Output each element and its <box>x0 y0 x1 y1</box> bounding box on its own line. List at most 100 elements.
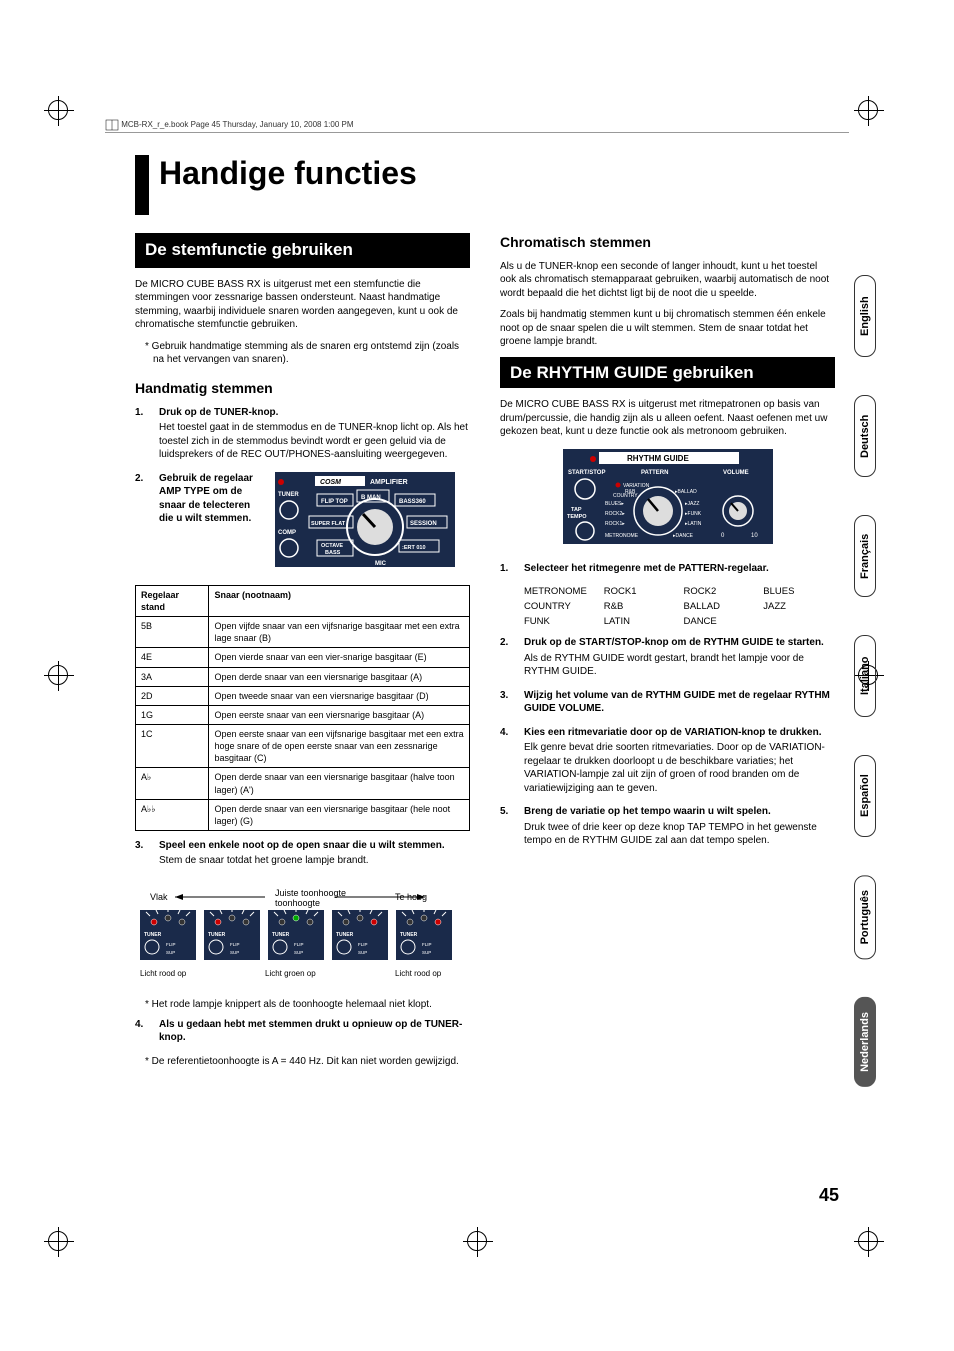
step-num: 2. <box>500 636 508 650</box>
amp-diagram: COSM AMPLIFIER TUNER COMP FLIP TOP B MAN <box>275 472 455 567</box>
svg-text:FLIP: FLIP <box>230 942 240 947</box>
cell-pos: 2D <box>136 686 209 705</box>
svg-text:R&B: R&B <box>625 489 636 495</box>
svg-text:SUP: SUP <box>166 950 175 955</box>
svg-text:VOLUME: VOLUME <box>723 470 749 476</box>
chrom-p2: Zoals bij handmatig stemmen kunt u bij c… <box>500 308 835 349</box>
svg-text:OCTAVE: OCTAVE <box>321 543 343 549</box>
step-head: Speel een enkele noot op de open snaar d… <box>159 839 470 853</box>
cell-desc: Open tweede snaar van een viersnarige ba… <box>209 686 470 705</box>
svg-text:TUNER: TUNER <box>208 932 226 938</box>
rhythm-diagram: RHYTHM GUIDE START/STOP PATTERN VOLUME T… <box>500 449 835 549</box>
step-body: Elk genre bevat drie soorten ritmevariat… <box>524 741 835 795</box>
language-tab[interactable]: Français <box>854 515 876 597</box>
svg-text:SESSION: SESSION <box>410 521 437 527</box>
svg-text:ROCK2▸: ROCK2▸ <box>605 511 625 517</box>
cell-desc: Open eerste snaar van een vijfsnarige ba… <box>209 724 470 767</box>
step-body: Het toestel gaat in de stemmodus en de T… <box>159 421 470 462</box>
table-row: A♭♭Open derde snaar van een viersnarige … <box>136 799 470 830</box>
crop-mark-icon <box>858 100 878 120</box>
language-tab[interactable]: Español <box>854 755 876 837</box>
svg-text:TUNER: TUNER <box>400 932 418 938</box>
language-tab[interactable]: English <box>854 275 876 357</box>
language-tab[interactable]: Deutsch <box>854 395 876 477</box>
cell-desc: Open derde snaar van een viersnarige bas… <box>209 768 470 799</box>
language-tab[interactable]: Português <box>854 875 876 959</box>
left-column: De stemfunctie gebruiken De MICRO CUBE B… <box>135 233 470 1074</box>
svg-text:TUNER: TUNER <box>272 932 290 938</box>
svg-text:COMP: COMP <box>278 530 296 536</box>
step-head: Wijzig het volume van de RYTHM GUIDE met… <box>524 689 835 716</box>
chrom-p1: Als u de TUNER-knop een seconde of lange… <box>500 260 835 301</box>
svg-text:SUP: SUP <box>358 950 367 955</box>
svg-text:START/STOP: START/STOP <box>568 470 605 476</box>
step-1: 1. Druk op de TUNER-knop. Het toestel ga… <box>135 406 470 462</box>
svg-text:SUPER FLAT: SUPER FLAT <box>311 521 346 527</box>
step-head: Als u gedaan hebt met stemmen drukt u op… <box>159 1018 470 1045</box>
print-header: MCB-RX_r_e.book Page 45 Thursday, Januar… <box>105 118 849 133</box>
table-row: 2DOpen tweede snaar van een viersnarige … <box>136 686 470 705</box>
svg-text:RHYTHM GUIDE: RHYTHM GUIDE <box>627 454 689 463</box>
cell-pos: 3A <box>136 667 209 686</box>
step-body: Als de RYTHM GUIDE wordt gestart, brandt… <box>524 652 835 679</box>
pattern-item: ROCK2 <box>684 586 756 599</box>
pattern-item: DANCE <box>684 616 756 629</box>
pattern-item <box>763 616 835 629</box>
list-item: 3. Wijzig het volume van de RYTHM GUIDE … <box>500 689 835 716</box>
svg-text:TUNER: TUNER <box>336 932 354 938</box>
svg-text:Licht rood op: Licht rood op <box>395 969 442 978</box>
cell-pos: 1C <box>136 724 209 767</box>
pattern-item: BALLAD <box>684 601 756 614</box>
tuning-diagram: Vlak Juiste toonhoogte toonhoogte Te hoo… <box>135 888 455 978</box>
list-item: 2. Druk op de START/STOP-knop om de RYTH… <box>500 636 835 679</box>
manual-steps-3: 4. Als u gedaan hebt met stemmen drukt u… <box>135 1018 470 1045</box>
language-tab[interactable]: Italiano <box>854 635 876 717</box>
svg-text:B MAN: B MAN <box>361 495 381 501</box>
th-pos: Regelaar stand <box>136 585 209 616</box>
tuner-intro: De MICRO CUBE BASS RX is uitgerust met e… <box>135 278 470 332</box>
cell-pos: 1G <box>136 705 209 724</box>
step-num: 3. <box>500 689 508 703</box>
pattern-item: METRONOME <box>524 586 596 599</box>
svg-text:MIC: MIC <box>375 561 387 567</box>
manual-steps-1: 1. Druk op de TUNER-knop. Het toestel ga… <box>135 406 470 575</box>
step-head: Druk op de START/STOP-knop om de RYTHM G… <box>524 636 835 650</box>
svg-text:SUP: SUP <box>422 950 431 955</box>
language-tab[interactable]: Nederlands <box>854 997 876 1087</box>
th-note: Snaar (nootnaam) <box>209 585 470 616</box>
subhead-chromatic: Chromatisch stemmen <box>500 233 835 252</box>
tuner-intro-note: * Gebruik handmatige stemming als de sna… <box>153 340 470 367</box>
ref-note: * De referentietoonhoogte is A = 440 Hz.… <box>153 1055 470 1069</box>
step-head: Gebruik de regelaar AMP TYPE om de snaar… <box>159 472 259 575</box>
manual-steps-2: 3. Speel een enkele noot op de open snaa… <box>135 839 470 868</box>
cell-pos: A♭♭ <box>136 799 209 830</box>
svg-text:TUNER: TUNER <box>144 932 162 938</box>
cell-desc: Open derde snaar van een viersnarige bas… <box>209 799 470 830</box>
svg-text::ERT 010: :ERT 010 <box>402 545 426 551</box>
svg-text:▸BALLAD: ▸BALLAD <box>675 489 697 495</box>
step-body: Druk twee of drie keer op deze knop TAP … <box>524 821 835 848</box>
rhythm-intro: De MICRO CUBE BASS RX is uitgerust met r… <box>500 398 835 439</box>
language-tabs: English Deutsch Français Italiano Español Por… <box>854 275 876 1087</box>
svg-text:TEMPO: TEMPO <box>567 514 587 520</box>
pattern-item: BLUES <box>763 586 835 599</box>
step-head: Druk op de TUNER-knop. <box>159 406 470 420</box>
svg-text:toonhoogte: toonhoogte <box>275 898 320 908</box>
tuning-note: * Het rode lampje knippert als de toonho… <box>153 998 470 1012</box>
list-item: 4. Kies een ritmevariatie door op de VAR… <box>500 726 835 796</box>
title-bar-icon <box>135 155 149 215</box>
pattern-item: FUNK <box>524 616 596 629</box>
svg-text:Vlak: Vlak <box>150 892 168 902</box>
step-num: 4. <box>135 1018 143 1032</box>
svg-text:FLIP: FLIP <box>166 942 176 947</box>
crop-mark-icon <box>467 1231 487 1251</box>
step-num: 1. <box>500 562 508 576</box>
section-head-rhythm: De RHYTHM GUIDE gebruiken <box>500 357 835 389</box>
crop-mark-icon <box>48 1231 68 1251</box>
header-text: MCB-RX_r_e.book Page 45 Thursday, Januar… <box>121 120 353 129</box>
pattern-item: R&B <box>604 601 676 614</box>
title-block: Handige functies <box>135 155 835 215</box>
step-num: 1. <box>135 406 143 420</box>
step-body: Stem de snaar totdat het groene lampje b… <box>159 854 470 868</box>
svg-text:PATTERN: PATTERN <box>641 470 668 476</box>
